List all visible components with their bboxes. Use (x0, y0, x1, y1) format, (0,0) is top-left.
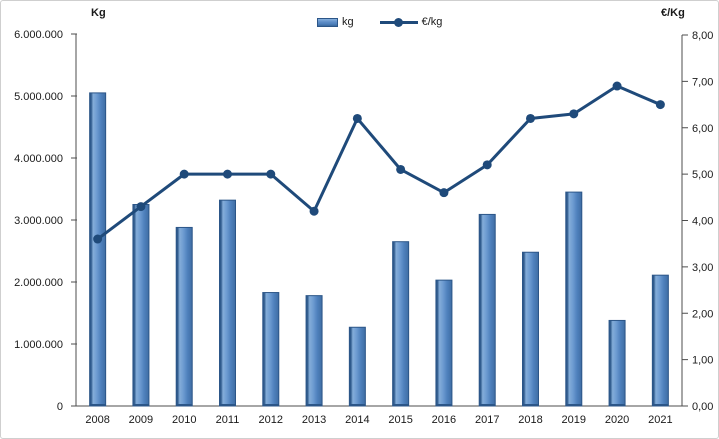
right-axis-title: €/Kg (661, 7, 685, 19)
kg-bar-base (262, 404, 279, 406)
kg-bar (608, 319, 626, 407)
legend: kg €/kg (317, 16, 442, 28)
kg-bar (175, 226, 193, 407)
kg-bar (435, 279, 453, 407)
legend-item-euro-per-kg: €/kg (379, 16, 443, 28)
kg-bar-base (219, 404, 236, 406)
euro-per-kg-point (223, 169, 232, 179)
x-axis-year-label: 2012 (259, 414, 283, 426)
euro-per-kg-point (309, 206, 319, 216)
kg-bar-base (609, 404, 626, 406)
x-axis-year-label: 2018 (518, 414, 542, 426)
euro-per-kg-line (96, 84, 662, 241)
euro-per-kg-point (526, 113, 535, 123)
euro-per-kg-point (482, 160, 492, 170)
kg-bar (565, 191, 583, 407)
x-axis-year-label: 2009 (129, 414, 153, 426)
kg-bar-base (176, 404, 193, 406)
x-axis-year-label: 2015 (388, 414, 412, 426)
right-axis-tick-label: 3,00 (692, 262, 713, 274)
euro-per-kg-point (136, 202, 146, 212)
x-axis-year-label: 2019 (562, 414, 586, 426)
euro-per-kg-point (93, 234, 103, 244)
x-axis-year-label: 2021 (648, 414, 672, 426)
kg-bar (219, 199, 236, 407)
euro-per-kg-point (396, 164, 406, 174)
x-axis-year-label: 2011 (216, 414, 240, 426)
x-axis-year-label: 2010 (172, 414, 196, 426)
x-axis-year-label: 2014 (345, 414, 369, 426)
left-axis-tick-label: 2.000.000 (14, 277, 63, 289)
kg-bar-base (349, 404, 366, 406)
left-axis-tick-label: 6.000.000 (14, 29, 63, 41)
euro-per-kg-point (352, 113, 362, 123)
left-axis-tick-label: 5.000.000 (14, 91, 63, 103)
kg-bar-base (565, 404, 582, 406)
euro-per-kg-point (655, 100, 665, 110)
kg-bar-base (522, 404, 539, 406)
x-axis-year-label: 2016 (432, 414, 456, 426)
left-axis-tick-label: 0 (57, 401, 63, 413)
x-axis-year-label: 2008 (85, 414, 109, 426)
euro-per-kg-point (569, 109, 579, 119)
right-axis-tick-label: 5,00 (692, 169, 713, 181)
x-axis-year-label: 2020 (605, 414, 629, 426)
x-axis-year-label: 2013 (302, 414, 326, 426)
kg-bar (262, 292, 280, 407)
right-axis-tick-label: 2,00 (692, 308, 713, 320)
left-axis-tick-label: 4.000.000 (14, 153, 63, 165)
left-axis-tick-label: 3.000.000 (14, 215, 63, 227)
left-axis-tick-label: 1.000.000 (14, 339, 63, 351)
x-axis-year-label: 2017 (475, 414, 499, 426)
kg-bar-base (479, 404, 496, 406)
kg-bar-base (89, 404, 106, 406)
legend-item-kg: kg (317, 16, 354, 28)
right-axis-tick-label: 7,00 (692, 76, 713, 88)
legend-label-euro-per-kg: €/kg (421, 16, 443, 28)
left-axis-title: Kg (91, 7, 106, 19)
right-axis-tick-label: 1,00 (692, 355, 713, 367)
kg-bar (89, 92, 107, 407)
kg-bar (132, 204, 150, 407)
kg-bar (348, 326, 366, 407)
kg-bar (478, 213, 496, 407)
kg-bar-base (652, 404, 669, 406)
right-axis-tick-label: 4,00 (692, 216, 713, 228)
legend-label-kg: kg (342, 16, 354, 28)
kg-bar-base (392, 404, 409, 406)
euro-per-kg-point (439, 188, 449, 198)
kg-bar (392, 241, 410, 407)
kg-bar-base (435, 404, 452, 406)
kg-bar (522, 251, 539, 407)
kg-bar-base (132, 404, 149, 406)
euro-per-kg-point (612, 81, 622, 91)
kg-bar (651, 274, 669, 407)
euro-per-kg-point (266, 169, 276, 179)
right-axis-tick-label: 6,00 (692, 123, 713, 135)
euro-per-kg-point (179, 169, 189, 179)
bar-swatch-icon (317, 17, 338, 27)
line-marker-swatch-icon (379, 17, 418, 27)
kg-bar-base (306, 404, 323, 406)
right-axis-tick-label: 8,00 (692, 30, 713, 42)
right-axis-tick-label: 0,00 (692, 401, 713, 413)
kg-bar (305, 295, 323, 407)
